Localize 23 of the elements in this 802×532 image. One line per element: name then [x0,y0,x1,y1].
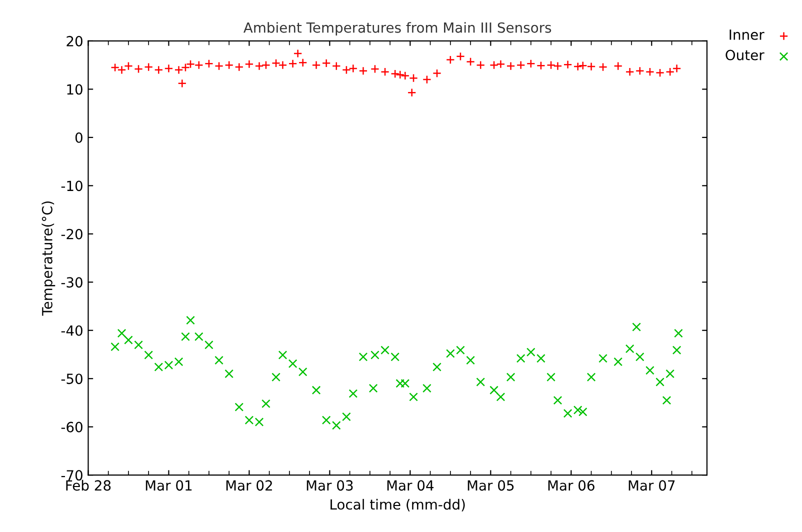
x-tick-label: Mar 03 [306,480,353,491]
y-tick-label: -50 [61,374,82,384]
x-tick-label: Mar 06 [548,480,594,491]
legend-label: Inner [730,30,764,40]
y-tick-label: -20 [61,228,82,240]
y-tick-label: -60 [61,422,82,432]
x-tick-label: Mar 04 [387,480,434,491]
legend-label: Outer [726,50,764,60]
y-tick-label: 0 [75,132,82,143]
y-tick-label: -10 [61,180,82,192]
x-tick-label: Mar 07 [628,480,675,491]
x-axis-title: Local time (mm-dd) [330,498,465,512]
x-tick-label: Feb 28 [66,480,111,491]
x-tick-label: Mar 05 [468,480,514,491]
y-axis-title: Temperature(°C) [42,201,56,316]
chart-title: Ambient Temperatures from Main III Sensors [244,22,552,36]
x-tick-label: Mar 01 [146,480,192,491]
y-tick-label: 20 [66,36,82,46]
y-tick-label: -70 [61,470,82,481]
y-tick-label: 10 [67,84,82,95]
y-tick-label: -40 [61,325,82,336]
y-tick-label: -30 [61,277,82,288]
x-tick-label: Mar 02 [226,480,272,491]
